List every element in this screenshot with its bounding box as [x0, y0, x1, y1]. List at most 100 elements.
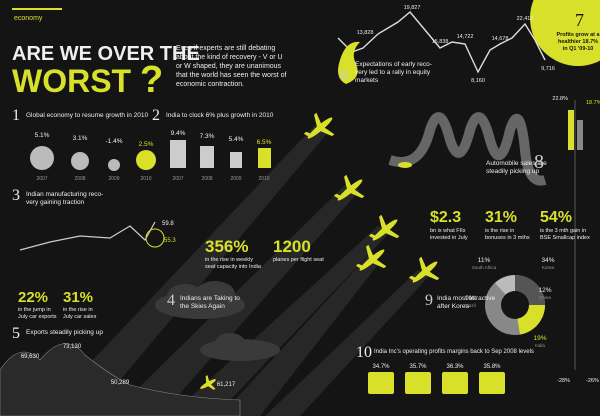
value: 22.8%: [552, 96, 568, 102]
slice-value: 34%: [541, 257, 554, 264]
car: [398, 162, 412, 168]
value: 3.1%: [73, 135, 88, 142]
equity-line: [337, 11, 546, 74]
stat-label: in the jump in: [18, 307, 51, 313]
value: 6.5%: [257, 139, 272, 146]
section-title: after Korea: [437, 303, 470, 310]
section-title: steadily picking up: [486, 168, 539, 175]
section-title: Indians are Taking to: [180, 295, 240, 302]
emblems: [170, 140, 271, 168]
section-title: India to clock 6% plus growth in 2010: [166, 112, 274, 119]
value: 73,130: [63, 344, 82, 350]
value: 69,630: [21, 354, 40, 360]
value: 2.5%: [139, 141, 154, 148]
section-title: Exports steadily picking up: [26, 329, 103, 336]
section-title: the Skies Again: [180, 303, 225, 310]
year: 2010: [258, 176, 269, 182]
section-title: Automobile sales are: [486, 160, 547, 167]
waves: [0, 343, 241, 416]
value: -26%: [586, 378, 599, 384]
stat: 356%: [205, 237, 248, 256]
value: 7.3%: [200, 133, 215, 140]
value: 34.7%: [372, 364, 390, 370]
value: 5.4%: [229, 136, 244, 143]
section-title: very led to a rally in equity: [355, 69, 431, 76]
clouds: [155, 281, 280, 361]
stat-label: bn is what FIIs: [430, 228, 466, 234]
value: 61,217: [217, 382, 236, 388]
stat-label: is the 3 mth gain in: [540, 228, 586, 234]
section-tag: economy: [14, 15, 43, 22]
value: 50,289: [111, 380, 130, 386]
value: 5.1%: [35, 132, 50, 139]
year: 2010: [140, 176, 151, 182]
value: 59.8: [162, 221, 174, 227]
title: ARE WE OVER THE: [12, 43, 200, 65]
profit-bar: [577, 120, 583, 150]
slice-value: 12%: [538, 287, 551, 294]
planes: [200, 112, 440, 390]
value: 19,827: [404, 5, 421, 11]
stat-label: seat capacity into India: [205, 264, 262, 270]
bull: [338, 41, 360, 84]
section-number: 1: [12, 107, 20, 124]
value: 36.3%: [446, 364, 464, 370]
stat-label: planes per flight seat: [273, 257, 324, 263]
stat-label: July car sales: [63, 314, 97, 320]
road: [388, 112, 547, 186]
value: 18.7%: [586, 100, 600, 106]
section-number: 7: [575, 10, 584, 30]
stat-label: BSE Smallcap index: [540, 235, 590, 241]
intro: or W shaped, they are unanimous: [176, 63, 282, 70]
value: 9.4%: [171, 130, 186, 137]
pmi-highlight: [145, 228, 165, 248]
section-number: 6: [340, 67, 348, 84]
section-title: Profits grow at a: [556, 32, 600, 38]
value: 22,412: [517, 16, 534, 22]
slice-value: 11%: [478, 257, 491, 264]
value: 35.7%: [409, 364, 427, 370]
year: 2008: [201, 176, 212, 182]
year: 2007: [172, 176, 183, 182]
section-title: very gaining traction: [26, 199, 85, 206]
value: 35.8%: [483, 364, 501, 370]
year: 2007: [36, 176, 47, 182]
section-title: healthier 18.7%: [558, 39, 598, 45]
value: 14,678: [492, 36, 509, 42]
section-number: 4: [167, 292, 175, 309]
section-title: markets: [355, 77, 379, 84]
profit-circle: [530, 0, 600, 66]
calculators: [368, 372, 505, 394]
section-title: Indian manufacturing reco-: [26, 191, 103, 198]
value: -28%: [557, 378, 570, 384]
intro: about the kind of recovery - V or U: [176, 54, 283, 61]
stat-label: July car exports: [18, 314, 57, 320]
title-mark: ?: [140, 59, 163, 101]
stat: 1200: [273, 237, 311, 256]
stat-label: in the rise in weekly: [205, 257, 253, 263]
section-title: in Q1 '09-10: [563, 46, 594, 52]
value: 8,160: [471, 78, 485, 84]
slice-label: Brazil: [464, 303, 475, 308]
section-rule: [12, 8, 62, 10]
slice-label: Korea: [542, 265, 555, 270]
stat: 31%: [63, 289, 93, 306]
value: 14,722: [457, 34, 474, 40]
section-number: 9: [425, 292, 433, 309]
stat-label: bonuses in 3 mths: [485, 235, 530, 241]
value: 9,716: [541, 66, 555, 72]
year: 2008: [74, 176, 85, 182]
year: 2009: [230, 176, 241, 182]
section-title: Expectations of early reco-: [355, 61, 432, 68]
stat: 31%: [485, 209, 517, 226]
value: 15,838: [432, 39, 449, 45]
title: WORST: [12, 63, 132, 99]
intro: economic contraction.: [176, 81, 244, 88]
intro: Even if experts are still debating: [176, 45, 275, 52]
slice-label: China: [539, 295, 551, 300]
stat: 54%: [540, 209, 572, 226]
slice-value: 9%: [465, 295, 475, 302]
section-number: 2: [152, 107, 160, 124]
